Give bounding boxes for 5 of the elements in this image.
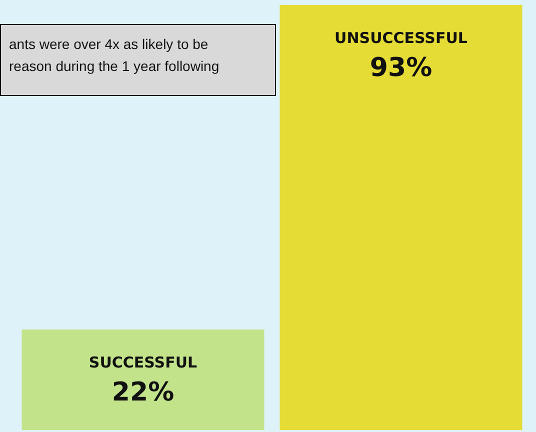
- data-label: 93%: [370, 53, 432, 83]
- x-tick-label: UNSUCCESSFUL: [334, 29, 468, 47]
- data-label: 22%: [112, 377, 174, 408]
- note-box: ants were over 4x as likely to be reason during the 1 year following: [0, 24, 276, 96]
- x-tick-label: SUCCESSFUL: [88, 353, 198, 372]
